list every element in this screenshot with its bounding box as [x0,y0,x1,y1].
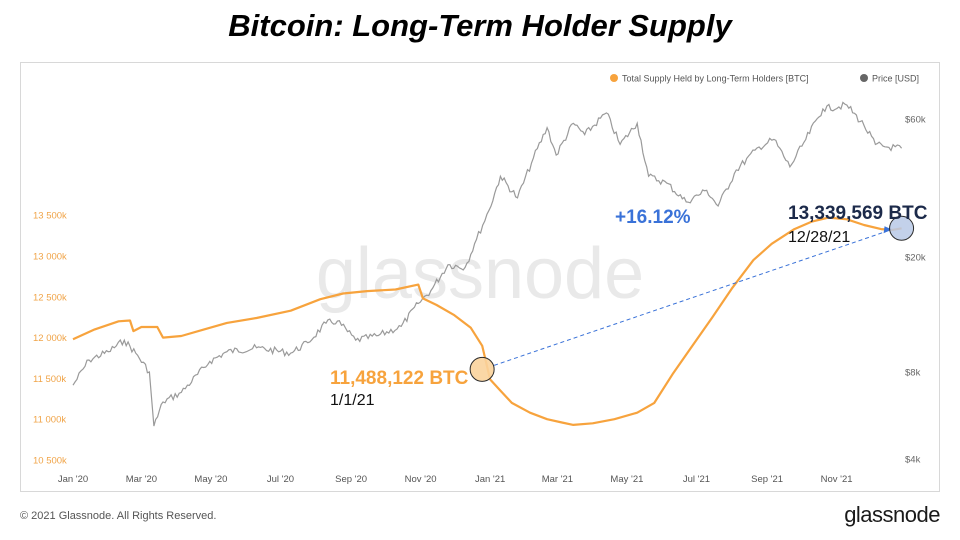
y-right-tick-label: $60k [905,115,926,126]
x-tick-label: Jul '20 [267,474,294,485]
legend-price-label: Price [USD] [872,74,919,84]
y-left-tick-label: 13 000k [33,252,67,263]
legend-price-marker [860,74,868,82]
copyright-text: © 2021 Glassnode. All Rights Reserved. [20,510,217,522]
start-marker-circle [469,356,495,382]
x-tick-label: Nov '21 [821,474,853,485]
end-value-label: 13,339,569 BTC [788,203,928,224]
y-right-tick-label: $8k [905,367,921,378]
x-tick-label: Jan '20 [58,474,88,485]
watermark-text: glassnode [316,234,644,314]
x-tick-label: May '21 [610,474,643,485]
x-tick-label: Nov '20 [405,474,437,485]
x-tick-label: Mar '20 [126,474,157,485]
y-left-tick-label: 10 500k [33,456,67,467]
x-tick-label: Mar '21 [542,474,573,485]
change-arrowhead [883,226,892,234]
y-left-tick-label: 11 500k [33,374,66,385]
change-percent-label: +16.12% [615,207,691,228]
x-tick-label: Sep '20 [335,474,367,485]
y-right-tick-label: $4k [905,455,921,466]
x-tick-label: Jan '21 [475,474,505,485]
price-line [72,101,903,427]
legend-lth-label: Total Supply Held by Long-Term Holders [… [622,74,809,84]
y-left-tick-label: 11 000k [33,415,66,426]
end-marker-circle [889,215,915,241]
legend-lth-marker [610,74,618,82]
lth-supply-line [72,216,902,426]
x-tick-label: Sep '21 [751,474,783,485]
chart-title: Bitcoin: Long-Term Holder Supply [228,8,732,43]
y-left-tick-label: 12 000k [33,333,67,344]
x-tick-label: May '20 [194,474,227,485]
start-value-label: 11,488,122 BTC [330,368,469,389]
brand-logo: glassnode [844,502,940,527]
y-right-tick-label: $20k [905,252,926,263]
start-date-label: 1/1/21 [330,392,375,409]
y-left-tick-label: 12 500k [33,292,67,303]
chart-panel [20,62,940,492]
y-left-tick-label: 13 500k [33,211,67,222]
x-tick-label: Jul '21 [683,474,710,485]
end-date-label: 12/28/21 [788,229,850,246]
